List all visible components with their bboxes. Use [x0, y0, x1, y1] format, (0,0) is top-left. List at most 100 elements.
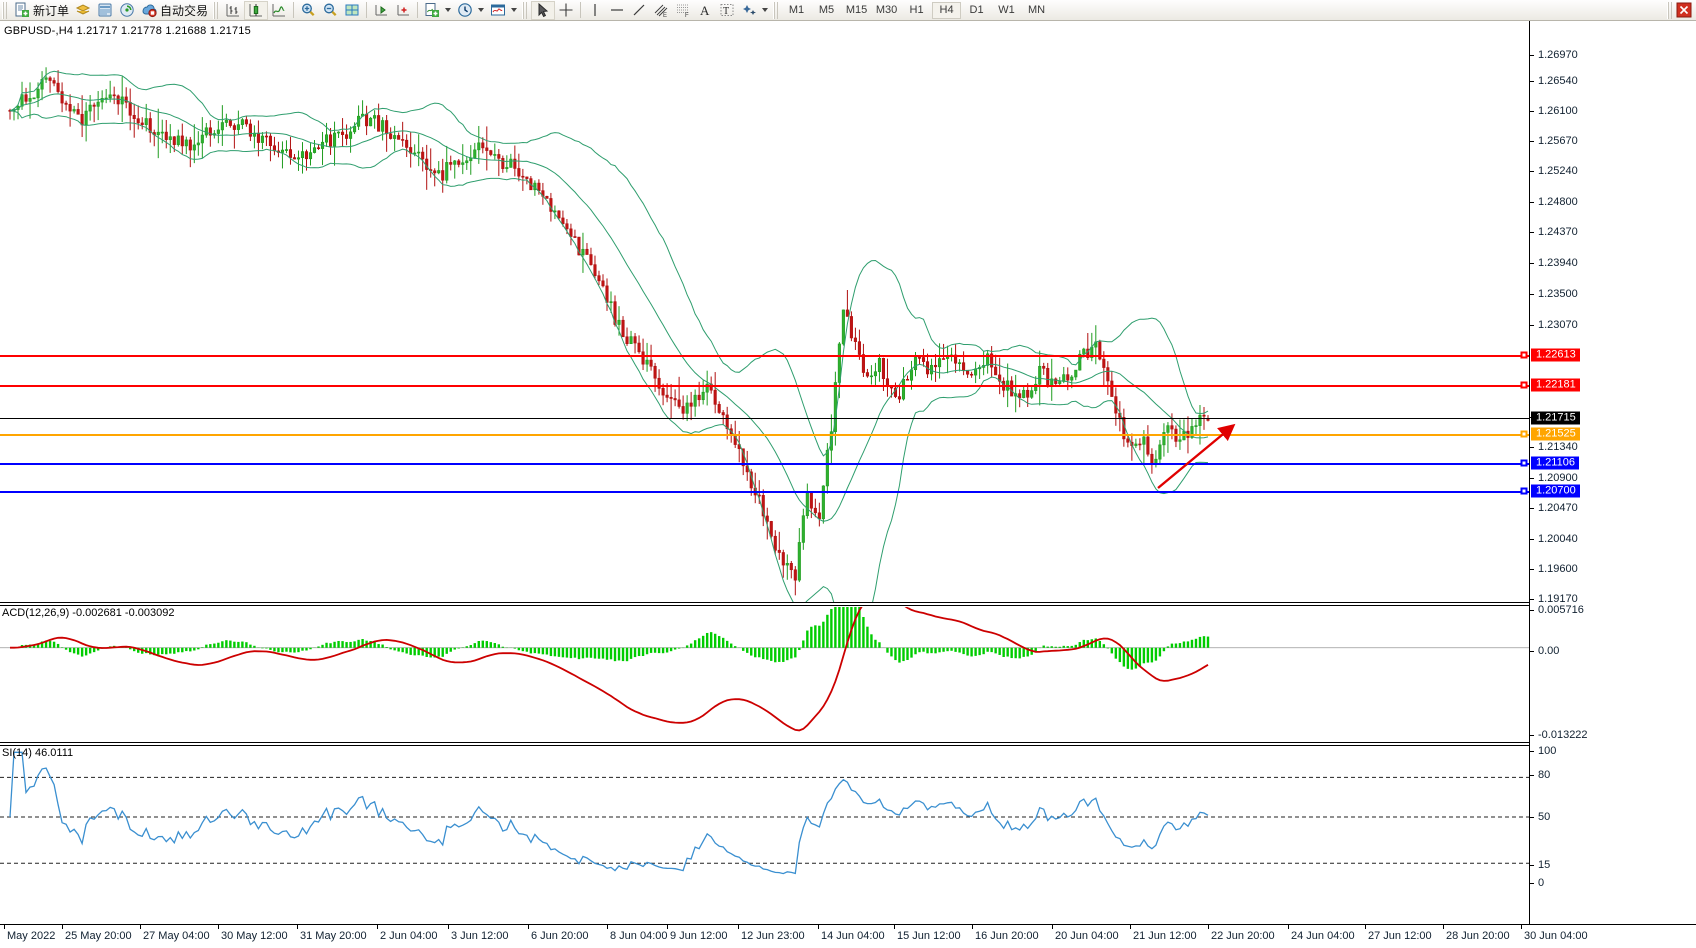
- trendline-icon: [631, 2, 647, 18]
- toolbar-grip-charts[interactable]: [213, 1, 221, 19]
- level-line-support-2[interactable]: [0, 491, 1529, 493]
- macd-series: [0, 607, 1529, 732]
- chevron-down-icon[interactable]: [445, 8, 452, 12]
- level-line-resistance-2[interactable]: [0, 355, 1529, 357]
- time-axis[interactable]: May 2022 25 May 20:00 27 May 04:00 30 May 1…: [0, 924, 1696, 948]
- timeframe-m30[interactable]: M30: [875, 4, 898, 16]
- time-tick-label: 3 Jun 12:00: [451, 930, 509, 942]
- chevron-down-icon-templates[interactable]: [511, 8, 518, 12]
- level-handle-support-1[interactable]: [1520, 459, 1528, 467]
- time-tick-mark: [1443, 925, 1444, 929]
- price-label-current-price[interactable]: 1.21715: [1531, 411, 1580, 425]
- navigator-button[interactable]: [116, 1, 138, 20]
- toolbar-separator: [293, 2, 295, 18]
- toolbar-grip-right[interactable]: [1667, 1, 1674, 19]
- level-handle-pivot[interactable]: [1520, 430, 1528, 438]
- price-scale[interactable]: 1.26970 1.26540 1.26100 1.25670 1.25240 1.248…: [1529, 21, 1696, 924]
- toolbar-grip-tools[interactable]: [522, 1, 530, 19]
- price-tick: 1.23070: [1530, 319, 1578, 331]
- timeframe-m5[interactable]: M5: [818, 4, 835, 16]
- price-label-support-2[interactable]: 1.20700: [1531, 484, 1580, 498]
- new-order-label: 新订单: [33, 3, 70, 18]
- macd-label: ACD(12,26,9) -0.002681 -0.003092: [2, 607, 175, 619]
- zoom-out-icon: [322, 2, 338, 18]
- time-tick-mark: [528, 925, 529, 929]
- price-label-support-1[interactable]: 1.21106: [1531, 456, 1579, 470]
- level-handle-resistance-1[interactable]: [1520, 381, 1528, 389]
- candlestick-chart-button[interactable]: [244, 0, 269, 20]
- level-handle-resistance-2[interactable]: [1520, 351, 1528, 359]
- price-label-resistance-1[interactable]: 1.22181: [1531, 378, 1580, 392]
- price-label-pivot[interactable]: 1.21525: [1531, 427, 1580, 441]
- text-object-button[interactable]: T: [716, 1, 738, 20]
- grid-button[interactable]: [341, 1, 363, 20]
- price-label-resistance-2[interactable]: 1.22613: [1531, 348, 1580, 362]
- chevron-down-icon-period[interactable]: [478, 8, 485, 12]
- cursor-button[interactable]: [531, 0, 556, 20]
- time-tick-mark: [607, 925, 608, 929]
- time-tick-label: 12 Jun 23:00: [741, 930, 805, 942]
- macd-tick: 0.005716: [1530, 604, 1584, 616]
- timeframe-d1[interactable]: D1: [969, 4, 984, 16]
- price-tick: 1.19600: [1530, 563, 1578, 575]
- timeframe-m15[interactable]: M15: [845, 4, 868, 16]
- chart-window[interactable]: GBPUSD-,H4 1.21717 1.21778 1.21688 1.217…: [0, 21, 1696, 948]
- bar-chart-button[interactable]: [222, 1, 244, 20]
- horizontal-line-button[interactable]: [606, 1, 628, 20]
- rsi-pane-separator-2: [0, 745, 1529, 746]
- timeframe-h4[interactable]: H4: [932, 1, 962, 19]
- shift-end-button[interactable]: [370, 1, 392, 20]
- level-handle-support-2[interactable]: [1520, 487, 1528, 495]
- add-indicator-button[interactable]: [421, 1, 454, 20]
- line-chart-icon: [271, 2, 287, 18]
- level-line-support-1[interactable]: [0, 463, 1529, 465]
- vertical-line-button[interactable]: [584, 1, 606, 20]
- zoom-in-button[interactable]: [297, 1, 319, 20]
- toolbar-grip-periods[interactable]: [773, 1, 781, 19]
- data-window-button[interactable]: [94, 1, 116, 20]
- templates-button[interactable]: [487, 1, 520, 20]
- new-order-button[interactable]: 新订单: [11, 1, 72, 20]
- timeframe-h1[interactable]: H1: [909, 4, 924, 16]
- trendline-button[interactable]: [628, 1, 650, 20]
- chevron-down-icon-shapes[interactable]: [762, 8, 769, 12]
- crosshair-button[interactable]: [555, 1, 577, 20]
- time-tick-label: 9 Jun 12:00: [670, 930, 728, 942]
- price-pane[interactable]: GBPUSD-,H4 1.21717 1.21778 1.21688 1.217…: [0, 21, 1529, 924]
- rsi-tick: 80: [1530, 769, 1550, 781]
- expert-advisors-button[interactable]: [72, 1, 94, 20]
- text-label-button[interactable]: A: [694, 1, 716, 20]
- macd-tick: -0.013222: [1530, 729, 1588, 741]
- svg-text:F: F: [685, 13, 689, 18]
- line-chart-button[interactable]: [268, 1, 290, 20]
- templates-icon: [490, 2, 506, 18]
- timeframe-m1[interactable]: M1: [788, 4, 805, 16]
- crosshair-icon: [558, 2, 574, 18]
- text-object-icon: T: [719, 2, 735, 18]
- autotrading-button[interactable]: 自动交易: [138, 1, 211, 20]
- toolbar-separator-3: [417, 2, 419, 18]
- timeframe-mn[interactable]: MN: [1027, 4, 1046, 16]
- price-tick: 1.26970: [1530, 49, 1578, 61]
- price-tick: 1.21340: [1530, 441, 1578, 453]
- auto-scroll-button[interactable]: [392, 1, 414, 20]
- price-series: [8, 67, 1210, 603]
- shapes-button[interactable]: [738, 1, 771, 20]
- price-tick: 1.26100: [1530, 105, 1578, 117]
- toolbar-grip[interactable]: [2, 1, 9, 19]
- trend-arrow-annotation[interactable]: [1150, 416, 1270, 506]
- fibonacci-button[interactable]: F: [672, 1, 694, 20]
- period-button[interactable]: [454, 1, 487, 20]
- rsi-label: SI(14) 46.0111: [2, 747, 74, 759]
- time-tick-label: 28 Jun 20:00: [1446, 930, 1510, 942]
- zoom-out-button[interactable]: [319, 1, 341, 20]
- level-line-resistance-1[interactable]: [0, 385, 1529, 387]
- equidistant-channel-button[interactable]: E: [650, 1, 672, 20]
- level-line-current-price[interactable]: [0, 418, 1529, 419]
- time-tick-mark: [62, 925, 63, 929]
- price-tick: 1.25240: [1530, 165, 1578, 177]
- level-line-pivot[interactable]: [0, 434, 1529, 436]
- close-icon[interactable]: [1676, 2, 1692, 18]
- time-tick-label: 20 Jun 04:00: [1055, 930, 1119, 942]
- timeframe-w1[interactable]: W1: [998, 4, 1015, 16]
